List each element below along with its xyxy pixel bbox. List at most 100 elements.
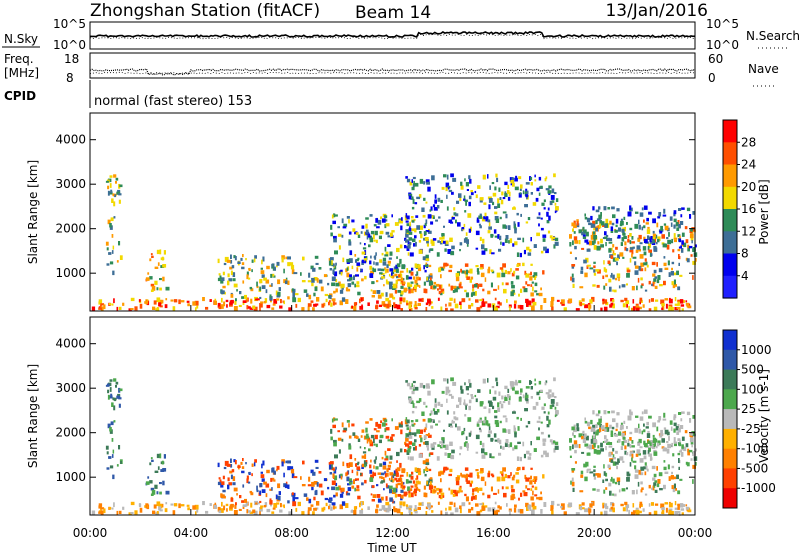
power-cell — [496, 177, 499, 183]
velocity-cell — [256, 485, 258, 491]
power-cell — [347, 259, 350, 263]
power-cell — [524, 191, 527, 197]
power-cell — [153, 300, 157, 305]
velocity-cell — [463, 427, 466, 432]
power-cell — [118, 193, 122, 196]
power-cell — [401, 277, 404, 281]
power-cell — [549, 235, 553, 239]
y-tick-label: 4000 — [55, 337, 86, 351]
power-cell — [602, 224, 606, 227]
power-cell — [584, 216, 588, 220]
power-cell — [385, 231, 390, 235]
power-cell — [448, 283, 451, 287]
power-cell — [348, 231, 352, 235]
velocity-cell — [463, 442, 467, 447]
velocity-cell — [456, 404, 460, 408]
velocity-cell — [250, 492, 254, 496]
power-cell — [605, 274, 608, 278]
power-cell — [604, 299, 608, 304]
power-cell — [290, 264, 295, 270]
power-cell — [613, 289, 617, 293]
colorbar-swatch — [723, 142, 737, 166]
power-cell — [457, 222, 461, 227]
velocity-cell — [365, 460, 368, 464]
colorbar-swatch — [723, 488, 737, 509]
velocity-cell — [158, 503, 163, 509]
power-cell — [399, 219, 403, 224]
velocity-cell — [641, 430, 644, 435]
velocity-cell — [661, 507, 665, 511]
velocity-cell — [651, 465, 656, 470]
power-cell — [369, 260, 372, 265]
velocity-cell — [346, 420, 350, 423]
velocity-cell — [510, 495, 514, 501]
velocity-cell — [425, 434, 430, 437]
power-cell — [646, 217, 649, 222]
power-cell — [430, 239, 435, 244]
velocity-cell — [468, 508, 471, 513]
power-cell — [230, 293, 234, 298]
power-cell — [419, 178, 424, 184]
power-cell — [532, 275, 535, 278]
power-cell — [548, 215, 551, 221]
power-cell — [378, 235, 382, 240]
velocity-cell — [670, 511, 674, 515]
velocity-cell — [328, 462, 331, 465]
velocity-cell — [540, 389, 543, 393]
power-cell — [464, 210, 467, 213]
velocity-cell — [407, 456, 410, 460]
power-cell — [528, 273, 532, 276]
noise-sky-series — [89, 31, 696, 39]
velocity-cell — [449, 468, 453, 473]
velocity-cell — [590, 419, 593, 425]
power-cell — [387, 244, 391, 247]
velocity-cell — [332, 505, 335, 510]
velocity-cell — [431, 510, 434, 513]
power-cell — [413, 243, 417, 247]
power-cell — [111, 250, 114, 254]
velocity-cell — [541, 406, 545, 410]
velocity-cell — [238, 508, 242, 511]
power-cell — [640, 277, 643, 281]
power-cell — [281, 255, 285, 260]
power-cell — [481, 250, 486, 255]
velocity-cell — [393, 506, 396, 511]
power-cell — [218, 273, 221, 276]
power-cell — [342, 226, 347, 229]
power-cell — [356, 281, 360, 285]
velocity-cell — [115, 381, 119, 385]
power-cell — [602, 275, 605, 279]
velocity-cell — [581, 507, 585, 510]
velocity-cell — [672, 453, 675, 457]
power-cell — [626, 303, 628, 308]
velocity-cell — [265, 483, 270, 488]
velocity-cell — [230, 458, 232, 463]
velocity-cell — [359, 446, 362, 449]
velocity-cell — [677, 452, 681, 456]
velocity-cell — [424, 441, 429, 445]
power-cell — [259, 303, 263, 308]
power-cell — [656, 262, 658, 267]
power-cell — [429, 248, 434, 251]
velocity-cell — [475, 451, 479, 454]
power-cell — [406, 223, 410, 227]
velocity-cell — [648, 503, 651, 507]
power-cell — [415, 215, 419, 218]
power-cell — [571, 266, 575, 269]
velocity-cell — [534, 486, 538, 491]
velocity-scatter — [91, 377, 698, 516]
noise-left-tick-top: 10^5 — [53, 17, 86, 31]
velocity-cell — [384, 450, 387, 456]
power-cell — [150, 289, 154, 292]
velocity-cell — [445, 511, 448, 516]
power-cell — [612, 214, 616, 219]
velocity-cell — [673, 483, 676, 489]
velocity-cell — [584, 508, 588, 513]
power-cell — [430, 285, 433, 290]
velocity-cell — [260, 474, 265, 479]
velocity-cell — [377, 472, 381, 475]
velocity-cell — [246, 509, 249, 514]
power-cell — [644, 289, 648, 292]
velocity-cell — [612, 478, 615, 484]
velocity-cell — [507, 400, 511, 405]
